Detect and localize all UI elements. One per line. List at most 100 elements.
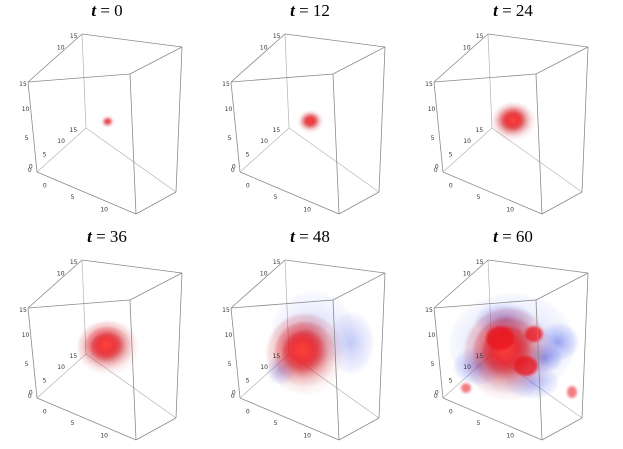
cube-edge [284, 33, 386, 48]
panel-title: t = 60 [418, 226, 608, 248]
top-depth-tick-label: 15 [70, 259, 78, 266]
front-axis-tick-label: 0 [449, 408, 453, 415]
cube-edge [535, 46, 589, 75]
cube-edge [36, 397, 137, 441]
cube-edge [230, 33, 286, 83]
front-axis-tick-label: 10 [100, 207, 108, 214]
time-variable: t [87, 227, 92, 246]
cube-edge [581, 272, 589, 419]
cube-edge [81, 33, 183, 48]
depth-axis-tick-label: 15 [70, 127, 78, 134]
panel-title: t = 0 [12, 0, 202, 22]
depth-axis-tick-label: 0 [29, 164, 33, 171]
front-axis-tick-label: 10 [506, 207, 514, 214]
time-variable: t [493, 1, 498, 20]
time-variable: t [290, 1, 295, 20]
front-axis-tick-label: 10 [506, 433, 514, 440]
positive-isosurface-lobe [514, 356, 538, 376]
cube-edge [535, 73, 543, 215]
front-axis-tick-label: 0 [246, 408, 250, 415]
cube-edge [81, 259, 183, 274]
vertical-axis-tick-label: 0 [231, 167, 235, 174]
cube-edge [332, 73, 340, 215]
cube-edge [129, 46, 183, 75]
cube-edge [541, 417, 583, 441]
front-axis-tick-label: 0 [246, 182, 250, 189]
cube-edge [175, 272, 183, 419]
cube-edge [175, 46, 183, 193]
time-value: = 36 [91, 227, 127, 246]
top-depth-tick-label: 15 [273, 33, 281, 40]
cube-edge [129, 299, 137, 441]
front-axis-tick-label: 5 [477, 194, 481, 201]
top-depth-tick-label: 10 [57, 44, 65, 51]
top-depth-tick-label: 10 [57, 270, 65, 277]
isosurface-plot: 1510500510151015051015 [222, 33, 386, 215]
depth-axis-tick-label: 0 [435, 390, 439, 397]
positive-isosurface-shell [90, 332, 126, 364]
vertical-axis-tick-label: 5 [228, 361, 232, 368]
depth-axis-tick-label: 15 [476, 127, 484, 134]
positive-isosurface-lobe [567, 386, 577, 398]
vertical-axis-tick-label: 10 [22, 106, 30, 113]
vertical-axis-tick-label: 15 [425, 307, 433, 314]
vertical-axis-tick-label: 15 [19, 307, 27, 314]
front-axis-tick-label: 10 [303, 433, 311, 440]
positive-isosurface-lobe [486, 326, 514, 350]
cube-hidden-edge [239, 127, 290, 173]
cube-edge [230, 299, 334, 309]
vertical-axis-tick-label: 10 [225, 106, 233, 113]
vertical-axis-tick-label: 0 [434, 393, 438, 400]
isosurface-plot: 1510500510151015051015 [425, 259, 589, 441]
cube-hidden-edge [36, 353, 87, 399]
panel-t60: t = 60 1510500510151015051015 [418, 226, 608, 441]
cube-edge [27, 73, 131, 83]
depth-axis-tick-label: 15 [273, 127, 281, 134]
cube-edge [378, 272, 386, 419]
cube-edge [135, 417, 177, 441]
cube-hidden-edge [487, 33, 493, 129]
isosurface-group [450, 294, 578, 400]
isosurface-group [78, 321, 138, 375]
depth-axis-tick-label: 15 [476, 353, 484, 360]
panel-t24: t = 24 1510500510151015051015 [418, 0, 608, 215]
vertical-axis-tick-label: 0 [434, 167, 438, 174]
cube-hidden-edge [288, 127, 380, 193]
isosurface-group [267, 292, 373, 394]
cube-edge [535, 272, 589, 301]
cube-edge [487, 259, 589, 274]
cube-edge [581, 46, 589, 193]
vertical-axis-tick-label: 10 [428, 332, 436, 339]
top-depth-tick-label: 15 [476, 33, 484, 40]
positive-isosurface-shell [303, 115, 319, 129]
positive-isosurface-lobe [525, 326, 543, 342]
cube-edge [332, 272, 386, 301]
isosurface-plot: 1510500510151015051015 [222, 259, 386, 441]
vertical-axis-tick-label: 0 [28, 393, 32, 400]
top-depth-tick-label: 10 [463, 44, 471, 51]
front-axis-tick-label: 0 [43, 182, 47, 189]
vertical-axis-tick-label: 5 [431, 361, 435, 368]
cube-edge [378, 46, 386, 193]
depth-axis-tick-label: 5 [449, 151, 453, 158]
top-depth-tick-label: 10 [463, 270, 471, 277]
depth-axis-tick-label: 10 [463, 364, 471, 371]
depth-axis-tick-label: 5 [43, 151, 47, 158]
depth-axis-tick-label: 10 [57, 138, 65, 145]
vertical-axis-tick-label: 5 [25, 135, 29, 142]
top-depth-tick-label: 10 [260, 270, 268, 277]
depth-axis-tick-label: 10 [260, 364, 268, 371]
vertical-axis-tick-label: 5 [431, 135, 435, 142]
cube-edge [230, 307, 241, 399]
cube-edge [535, 299, 543, 441]
cube-edge [433, 81, 444, 173]
cube-edge [129, 73, 137, 215]
cube-edge [433, 33, 489, 83]
cube-edge [27, 307, 38, 399]
vertical-axis-tick-label: 0 [28, 167, 32, 174]
cube-edge [433, 299, 537, 309]
depth-axis-tick-label: 5 [246, 377, 250, 384]
depth-axis-tick-label: 10 [463, 138, 471, 145]
panel-title: t = 12 [215, 0, 405, 22]
cube-edge [135, 191, 177, 215]
